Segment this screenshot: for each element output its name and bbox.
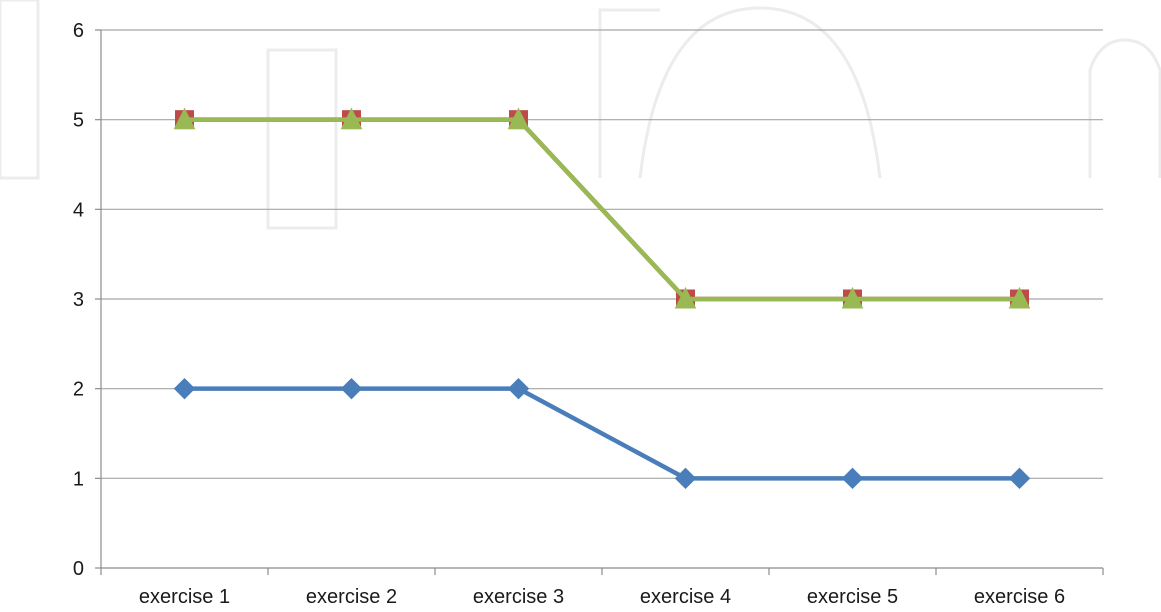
data-point	[340, 107, 363, 130]
data-point	[173, 377, 196, 400]
axes	[95, 29, 1104, 575]
data-point	[841, 286, 864, 309]
x-tick-label: exercise 5	[807, 586, 898, 608]
x-tick-label: exercise 4	[640, 586, 731, 608]
x-axis-tick-labels: exercise 1 exercise 2 exercise 3 exercise 4…	[139, 586, 1065, 608]
x-tick-label: exercise 3	[473, 586, 564, 608]
y-tick-label: 6	[73, 20, 84, 42]
data-point	[1008, 467, 1031, 490]
y-tick-label: 3	[73, 289, 84, 311]
x-tick-label: exercise 2	[306, 586, 397, 608]
series-line	[184, 117, 1020, 302]
data-point	[1008, 286, 1031, 309]
data-point	[507, 107, 530, 130]
watermark-shape	[598, 8, 660, 178]
x-tick-label: exercise 6	[974, 586, 1065, 608]
y-axis-tick-labels: 0 1 2 3 4 5 6	[73, 20, 84, 580]
data-point	[173, 107, 196, 130]
watermark-shape	[0, 0, 40, 180]
data-point	[340, 377, 363, 400]
y-tick-label: 4	[73, 199, 84, 221]
y-tick-label: 0	[73, 558, 84, 580]
series-group	[173, 107, 1031, 490]
data-point	[674, 467, 697, 490]
data-point	[674, 286, 697, 309]
series-1	[173, 377, 1031, 490]
series-3	[173, 107, 1031, 309]
y-tick-label: 1	[73, 468, 84, 490]
watermark-shape	[266, 48, 338, 230]
watermark-shape	[638, 6, 882, 179]
data-point	[507, 377, 530, 400]
x-tick-label: exercise 1	[139, 586, 230, 608]
y-tick-label: 2	[73, 379, 84, 401]
background-watermark	[0, 0, 1161, 230]
gridlines	[101, 29, 1103, 479]
y-tick-label: 5	[73, 110, 84, 132]
watermark-shape	[1088, 38, 1161, 178]
data-point	[841, 467, 864, 490]
series-line	[184, 386, 1020, 481]
